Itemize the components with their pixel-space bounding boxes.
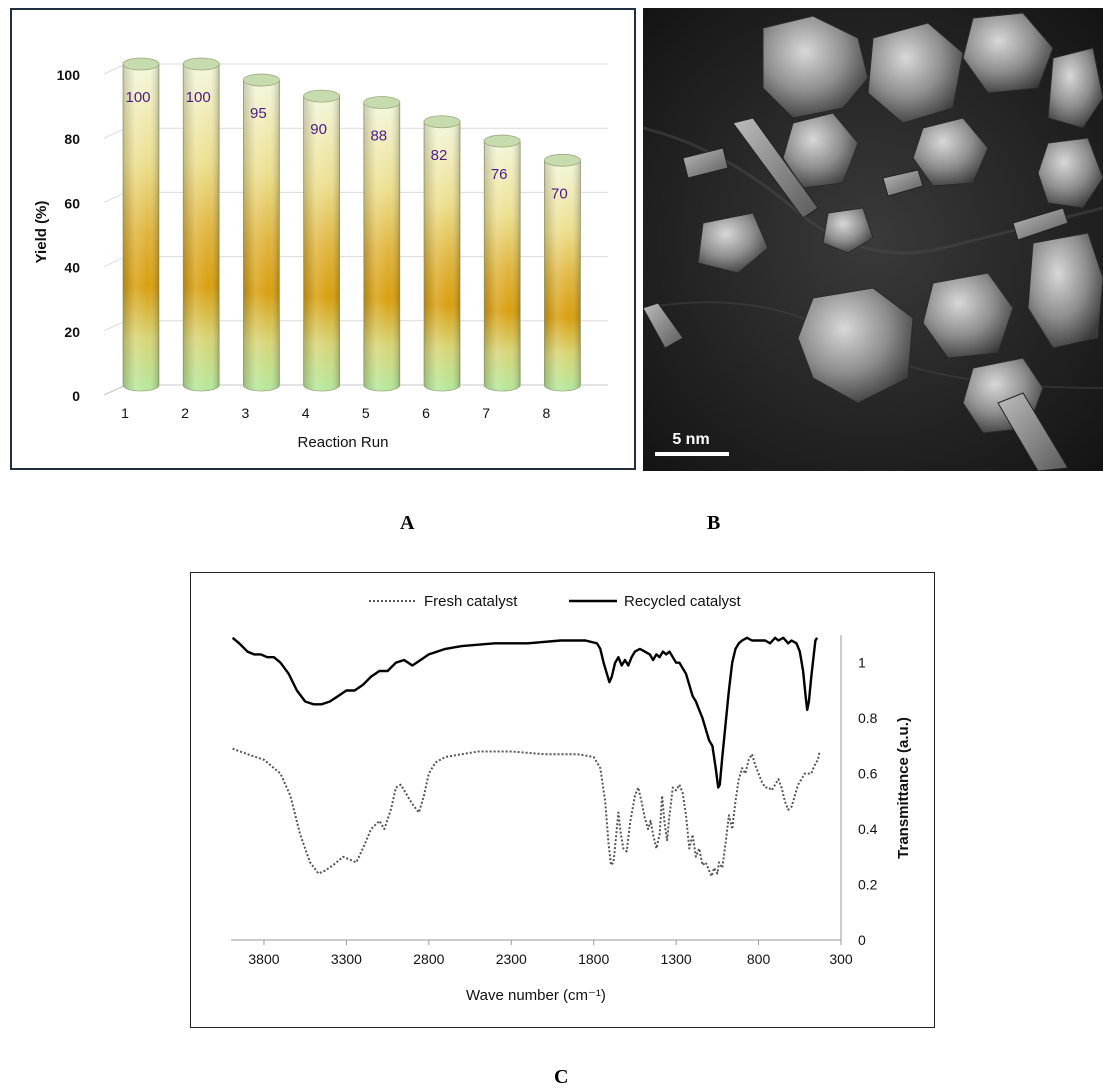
data-label: 88: [370, 128, 387, 145]
x-tick-label: 3: [242, 405, 250, 421]
gridline: [103, 256, 608, 268]
recycled-catalyst-line: [231, 636, 819, 789]
bar-shade: [363, 102, 400, 392]
bar-shade: [123, 64, 159, 391]
bar-2: 100: [182, 57, 220, 392]
x-tick-label: 3800: [248, 951, 279, 967]
scale-bar: [655, 452, 729, 456]
fresh-catalyst-line: [232, 747, 821, 878]
gridline: [103, 63, 608, 75]
bar-shade: [424, 121, 460, 391]
yield-bar-chart-panel: 100 100 95 90 88 82 76 70 0 20 40 60 80 100 1 2 3 4 5 6 7 8…: [10, 8, 636, 470]
data-label: 76: [491, 166, 508, 183]
bar-1: 100: [122, 57, 160, 392]
y-tick-label: 60: [64, 195, 80, 211]
y-tick-label: 0: [858, 932, 866, 948]
x-tick-label: 7: [482, 405, 490, 421]
bar-top: [423, 115, 461, 129]
bar-shade: [544, 160, 581, 391]
y-axis-title: Yield (%): [33, 201, 50, 264]
bar-4: 90: [303, 89, 341, 392]
sem-micrograph: 5 nm: [643, 8, 1103, 471]
bar-top: [363, 96, 401, 109]
data-label: 82: [431, 147, 448, 164]
floor-line: [103, 384, 608, 396]
bar-7: 76: [483, 134, 521, 392]
y-tick-label: 0.4: [858, 821, 878, 837]
x-tick-label: 300: [829, 951, 853, 967]
x-tick-label: 2800: [413, 951, 444, 967]
ftir-line-chart-panel: Fresh catalyst Recycled catalyst 3800 330…: [190, 572, 935, 1028]
bar-shade: [183, 64, 220, 391]
ftir-line-chart: Fresh catalyst Recycled catalyst 3800 330…: [231, 593, 912, 1004]
x-tick-label: 4: [302, 405, 310, 421]
bar-top: [122, 57, 160, 71]
x-tick-label: 8: [543, 405, 551, 421]
x-axis-title: Wave number (cm⁻¹): [466, 987, 606, 1004]
bar-top: [544, 153, 581, 167]
gridline: [103, 384, 608, 396]
legend: Fresh catalyst Recycled catalyst: [369, 593, 742, 610]
gridline: [103, 320, 608, 332]
legend-recycled-label: Recycled catalyst: [624, 593, 742, 610]
y-tick-label: 0.8: [858, 710, 878, 726]
gridline: [103, 191, 608, 203]
y-tick-label: 0: [72, 388, 80, 404]
bar-shade: [484, 141, 521, 391]
x-tick-label: 5: [362, 405, 370, 421]
bar-shade: [243, 80, 280, 392]
data-label: 90: [310, 121, 327, 138]
data-label: 100: [125, 89, 150, 106]
y-tick-label: 100: [57, 67, 81, 83]
y-axis-title: Transmittance (a.u.): [895, 717, 912, 859]
y-tick-label: 40: [64, 260, 80, 276]
x-tick-label: 3300: [331, 951, 362, 967]
y-tick-label: 0.6: [858, 766, 878, 782]
x-tick-label: 1: [121, 405, 129, 421]
x-axis-title: Reaction Run: [298, 434, 389, 451]
bar-3: 95: [242, 73, 280, 392]
y-tick-label: 0.2: [858, 877, 878, 893]
bar-top: [483, 134, 521, 148]
sem-image: 5 nm: [643, 8, 1103, 471]
data-label: 100: [186, 89, 211, 106]
scale-bar-label: 5 nm: [672, 431, 709, 448]
yield-bar-chart: 100 100 95 90 88 82 76 70 0 20 40 60 80 100 1 2 3 4 5 6 7 8…: [33, 57, 608, 451]
x-tick-label: 6: [422, 405, 430, 421]
bar-top: [303, 89, 341, 103]
y-tick-label: 20: [64, 324, 80, 340]
caption-a: A: [400, 512, 415, 534]
x-tick-label: 2300: [496, 951, 527, 967]
bar-top: [242, 73, 280, 87]
y-tick-label: 1: [858, 655, 866, 671]
bar-top: [182, 57, 220, 71]
gridline: [103, 127, 608, 139]
bar-shade: [303, 96, 340, 391]
legend-fresh-label: Fresh catalyst: [424, 593, 518, 610]
caption-b: B: [707, 512, 721, 534]
bar-8: 70: [544, 153, 581, 392]
y-tick-label: 80: [64, 131, 80, 147]
data-label: 95: [250, 105, 267, 122]
x-tick-label: 1300: [661, 951, 692, 967]
x-tick-label: 2: [181, 405, 189, 421]
bar-5: 88: [363, 96, 401, 392]
caption-c: C: [554, 1066, 569, 1088]
bar-6: 82: [423, 115, 461, 392]
x-tick-label: 800: [747, 951, 771, 967]
data-label: 70: [551, 185, 568, 202]
x-tick-label: 1800: [578, 951, 609, 967]
